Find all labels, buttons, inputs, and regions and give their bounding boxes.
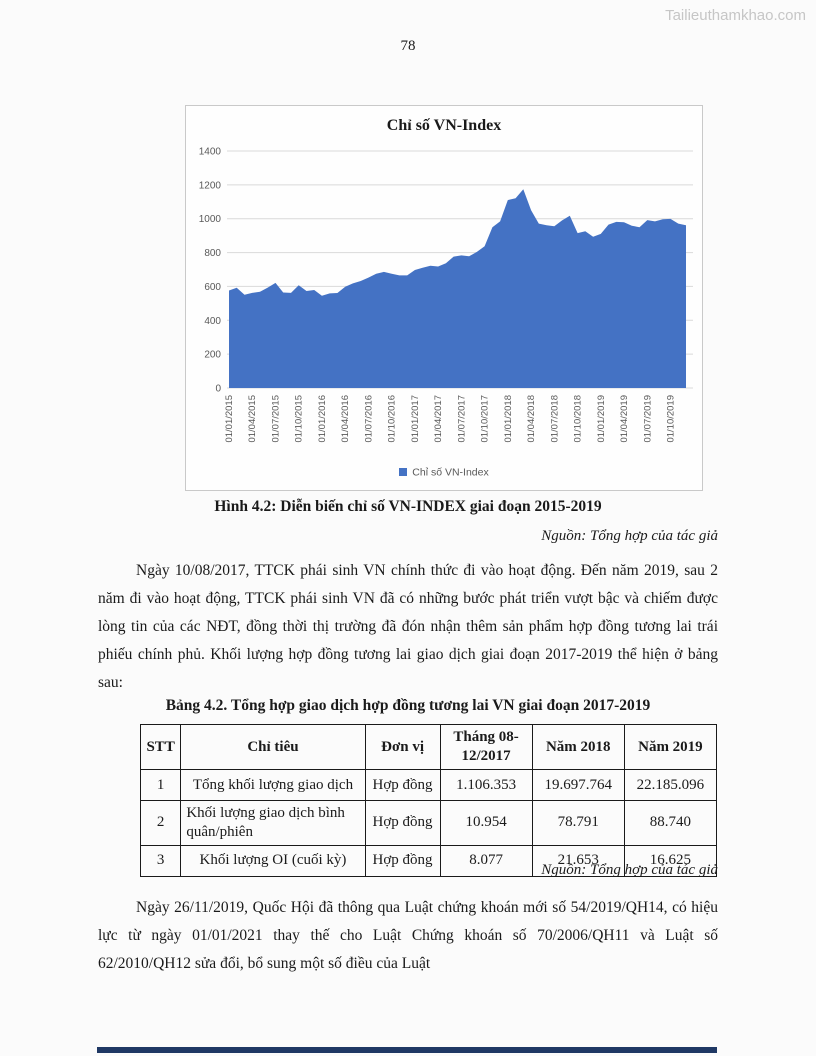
table-row: 3 Khối lượng OI (cuối kỳ) Hợp đồng 8.077 21.… — [139, 844, 718, 877]
x-axis-tick-label: 01/07/2016 — [363, 395, 374, 443]
x-axis-tick-label: 01/07/2018 — [549, 395, 560, 443]
table-cell: 22.185.096 — [623, 769, 718, 801]
table-header-cell: Chỉ tiêu — [180, 724, 366, 770]
y-axis-tick-label: 1200 — [199, 180, 222, 191]
area-chart: 0 200 400 600 800 1000 1200 1400 01/01/2015 01/04… — [199, 147, 693, 443]
table-header-cell: Đơn vị — [364, 724, 441, 770]
table-row: 1 Tổng khối lượng giao dịch Hợp đồng 1.106.… — [139, 769, 718, 801]
table-row: 2 Khối lượng giao dịch bình quân/phiên Hợp… — [139, 800, 718, 846]
futures-table: STT Chỉ tiêu Đơn vị Tháng 08-12/2017 Năm 201… — [139, 724, 718, 877]
x-axis-tick-label: 01/10/2017 — [480, 395, 491, 443]
x-axis-tick-label: 01/07/2019 — [642, 395, 653, 443]
figure-source: Nguồn: Tổng hợp của tác giả — [541, 528, 718, 544]
table-cell: Hợp đồng — [364, 769, 441, 801]
table-cell: 2 — [139, 800, 182, 846]
x-axis-tick-label: 01/01/2017 — [410, 395, 421, 443]
table-cell: 21.653 — [531, 844, 625, 877]
area-series — [229, 189, 686, 388]
table-source: Nguồn: Tổng hợp của tác giả — [541, 862, 718, 878]
table-cell: Khối lượng OI (cuối kỳ) — [180, 844, 366, 877]
x-axis-tick-label: 01/01/2019 — [596, 395, 607, 443]
table-cell: Khối lượng giao dịch bình quân/phiên — [180, 800, 366, 846]
x-axis-tick-label: 01/07/2015 — [271, 395, 282, 443]
x-axis-tick-label: 01/10/2015 — [294, 395, 305, 443]
legend-swatch — [399, 468, 408, 477]
table-cell: Hợp đồng — [364, 800, 441, 846]
table-cell: 8.077 — [439, 844, 533, 877]
table-title: Bảng 4.2. Tổng hợp giao dịch hợp đồng tư… — [165, 697, 651, 714]
figure-caption: Hình 4.2: Diễn biến chỉ số VN-INDEX giai… — [214, 498, 602, 515]
legend-label: Chỉ số VN-Index — [412, 466, 489, 479]
table-cell: 19.697.764 — [531, 769, 625, 801]
table-cell: Tổng khối lượng giao dịch — [180, 769, 366, 801]
table-cell: 16.625 — [623, 844, 718, 877]
y-axis-tick-label: 200 — [204, 350, 221, 361]
table-cell: 88.740 — [623, 800, 718, 846]
vn-index-chart-figure: Chỉ số VN-Index 0 200 400 600 800 1000 1200 140… — [185, 105, 703, 491]
x-axis-tick-label: 01/10/2018 — [573, 395, 584, 443]
x-axis-tick-label: 01/01/2018 — [503, 395, 514, 443]
paragraph-securities-law: Ngày 26/11/2019, Quốc Hội đã thông qua L… — [98, 899, 718, 972]
table-cell: 10.954 — [439, 800, 533, 846]
table-cell: Hợp đồng — [364, 844, 441, 877]
x-axis-tick-label: 01/01/2015 — [224, 395, 235, 443]
x-axis-tick-label: 01/10/2019 — [666, 395, 677, 443]
page-number: 78 — [400, 38, 416, 54]
table-header-row: STT Chỉ tiêu Đơn vị Tháng 08-12/2017 Năm 201… — [139, 724, 718, 770]
watermark: Tailieuthamkhao.com — [665, 7, 806, 24]
table-cell: 1.106.353 — [439, 769, 533, 801]
table-cell: 1 — [139, 769, 182, 801]
y-axis-tick-label: 600 — [204, 282, 221, 293]
chart-legend: Chỉ số VN-Index — [186, 463, 702, 481]
page-footer-bar — [97, 1047, 717, 1053]
table-cell: 3 — [139, 844, 182, 877]
x-axis-tick-label: 01/04/2015 — [247, 395, 258, 443]
table-header-cell: Năm 2018 — [531, 724, 625, 770]
y-axis-tick-label: 400 — [204, 316, 221, 327]
x-axis-tick-label: 01/01/2016 — [317, 395, 328, 443]
x-axis-tick-label: 01/04/2018 — [526, 395, 537, 443]
x-axis-tick-label: 01/04/2019 — [619, 395, 630, 443]
x-axis-tick-label: 01/04/2017 — [433, 395, 444, 443]
table-cell: 78.791 — [531, 800, 625, 846]
y-axis-tick-label: 800 — [204, 248, 221, 259]
paragraph-futures-launch: Ngày 10/08/2017, TTCK phái sinh VN chính… — [98, 562, 718, 691]
y-axis-tick-label: 1000 — [199, 214, 222, 225]
chart-title: Chỉ số VN-Index — [386, 117, 502, 134]
x-axis-tick-label: 01/07/2017 — [456, 395, 467, 443]
table-header-cell: Năm 2019 — [623, 724, 718, 770]
y-axis-tick-label: 1400 — [199, 147, 222, 158]
table-header-cell: STT — [139, 724, 182, 770]
table-header-cell: Tháng 08-12/2017 — [439, 724, 533, 770]
x-axis-tick-label: 01/10/2016 — [387, 395, 398, 443]
x-axis-tick-label: 01/04/2016 — [340, 395, 351, 443]
y-axis-tick-label: 0 — [215, 384, 221, 395]
